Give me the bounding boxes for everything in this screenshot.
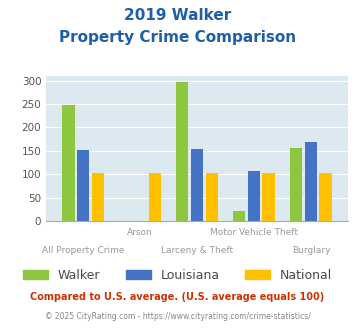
Text: Larceny & Theft: Larceny & Theft bbox=[161, 246, 233, 255]
Text: Burglary: Burglary bbox=[292, 246, 330, 255]
Bar bbox=[191, 149, 203, 221]
Text: 2019 Walker: 2019 Walker bbox=[124, 8, 231, 23]
Bar bbox=[62, 105, 75, 221]
Bar bbox=[305, 142, 317, 221]
Bar bbox=[290, 148, 302, 221]
Text: Property Crime Comparison: Property Crime Comparison bbox=[59, 30, 296, 45]
Bar bbox=[233, 211, 245, 221]
Bar bbox=[176, 82, 189, 221]
Bar bbox=[248, 172, 260, 221]
Text: Arson: Arson bbox=[127, 228, 153, 237]
Bar bbox=[206, 173, 218, 221]
Bar bbox=[92, 173, 104, 221]
Bar bbox=[262, 173, 275, 221]
Bar bbox=[320, 173, 332, 221]
Bar bbox=[149, 173, 161, 221]
Text: © 2025 CityRating.com - https://www.cityrating.com/crime-statistics/: © 2025 CityRating.com - https://www.city… bbox=[45, 312, 310, 321]
Text: Motor Vehicle Theft: Motor Vehicle Theft bbox=[210, 228, 298, 237]
Text: Compared to U.S. average. (U.S. average equals 100): Compared to U.S. average. (U.S. average … bbox=[31, 292, 324, 302]
Text: All Property Crime: All Property Crime bbox=[42, 246, 124, 255]
Bar bbox=[77, 150, 89, 221]
Legend: Walker, Louisiana, National: Walker, Louisiana, National bbox=[18, 264, 337, 287]
